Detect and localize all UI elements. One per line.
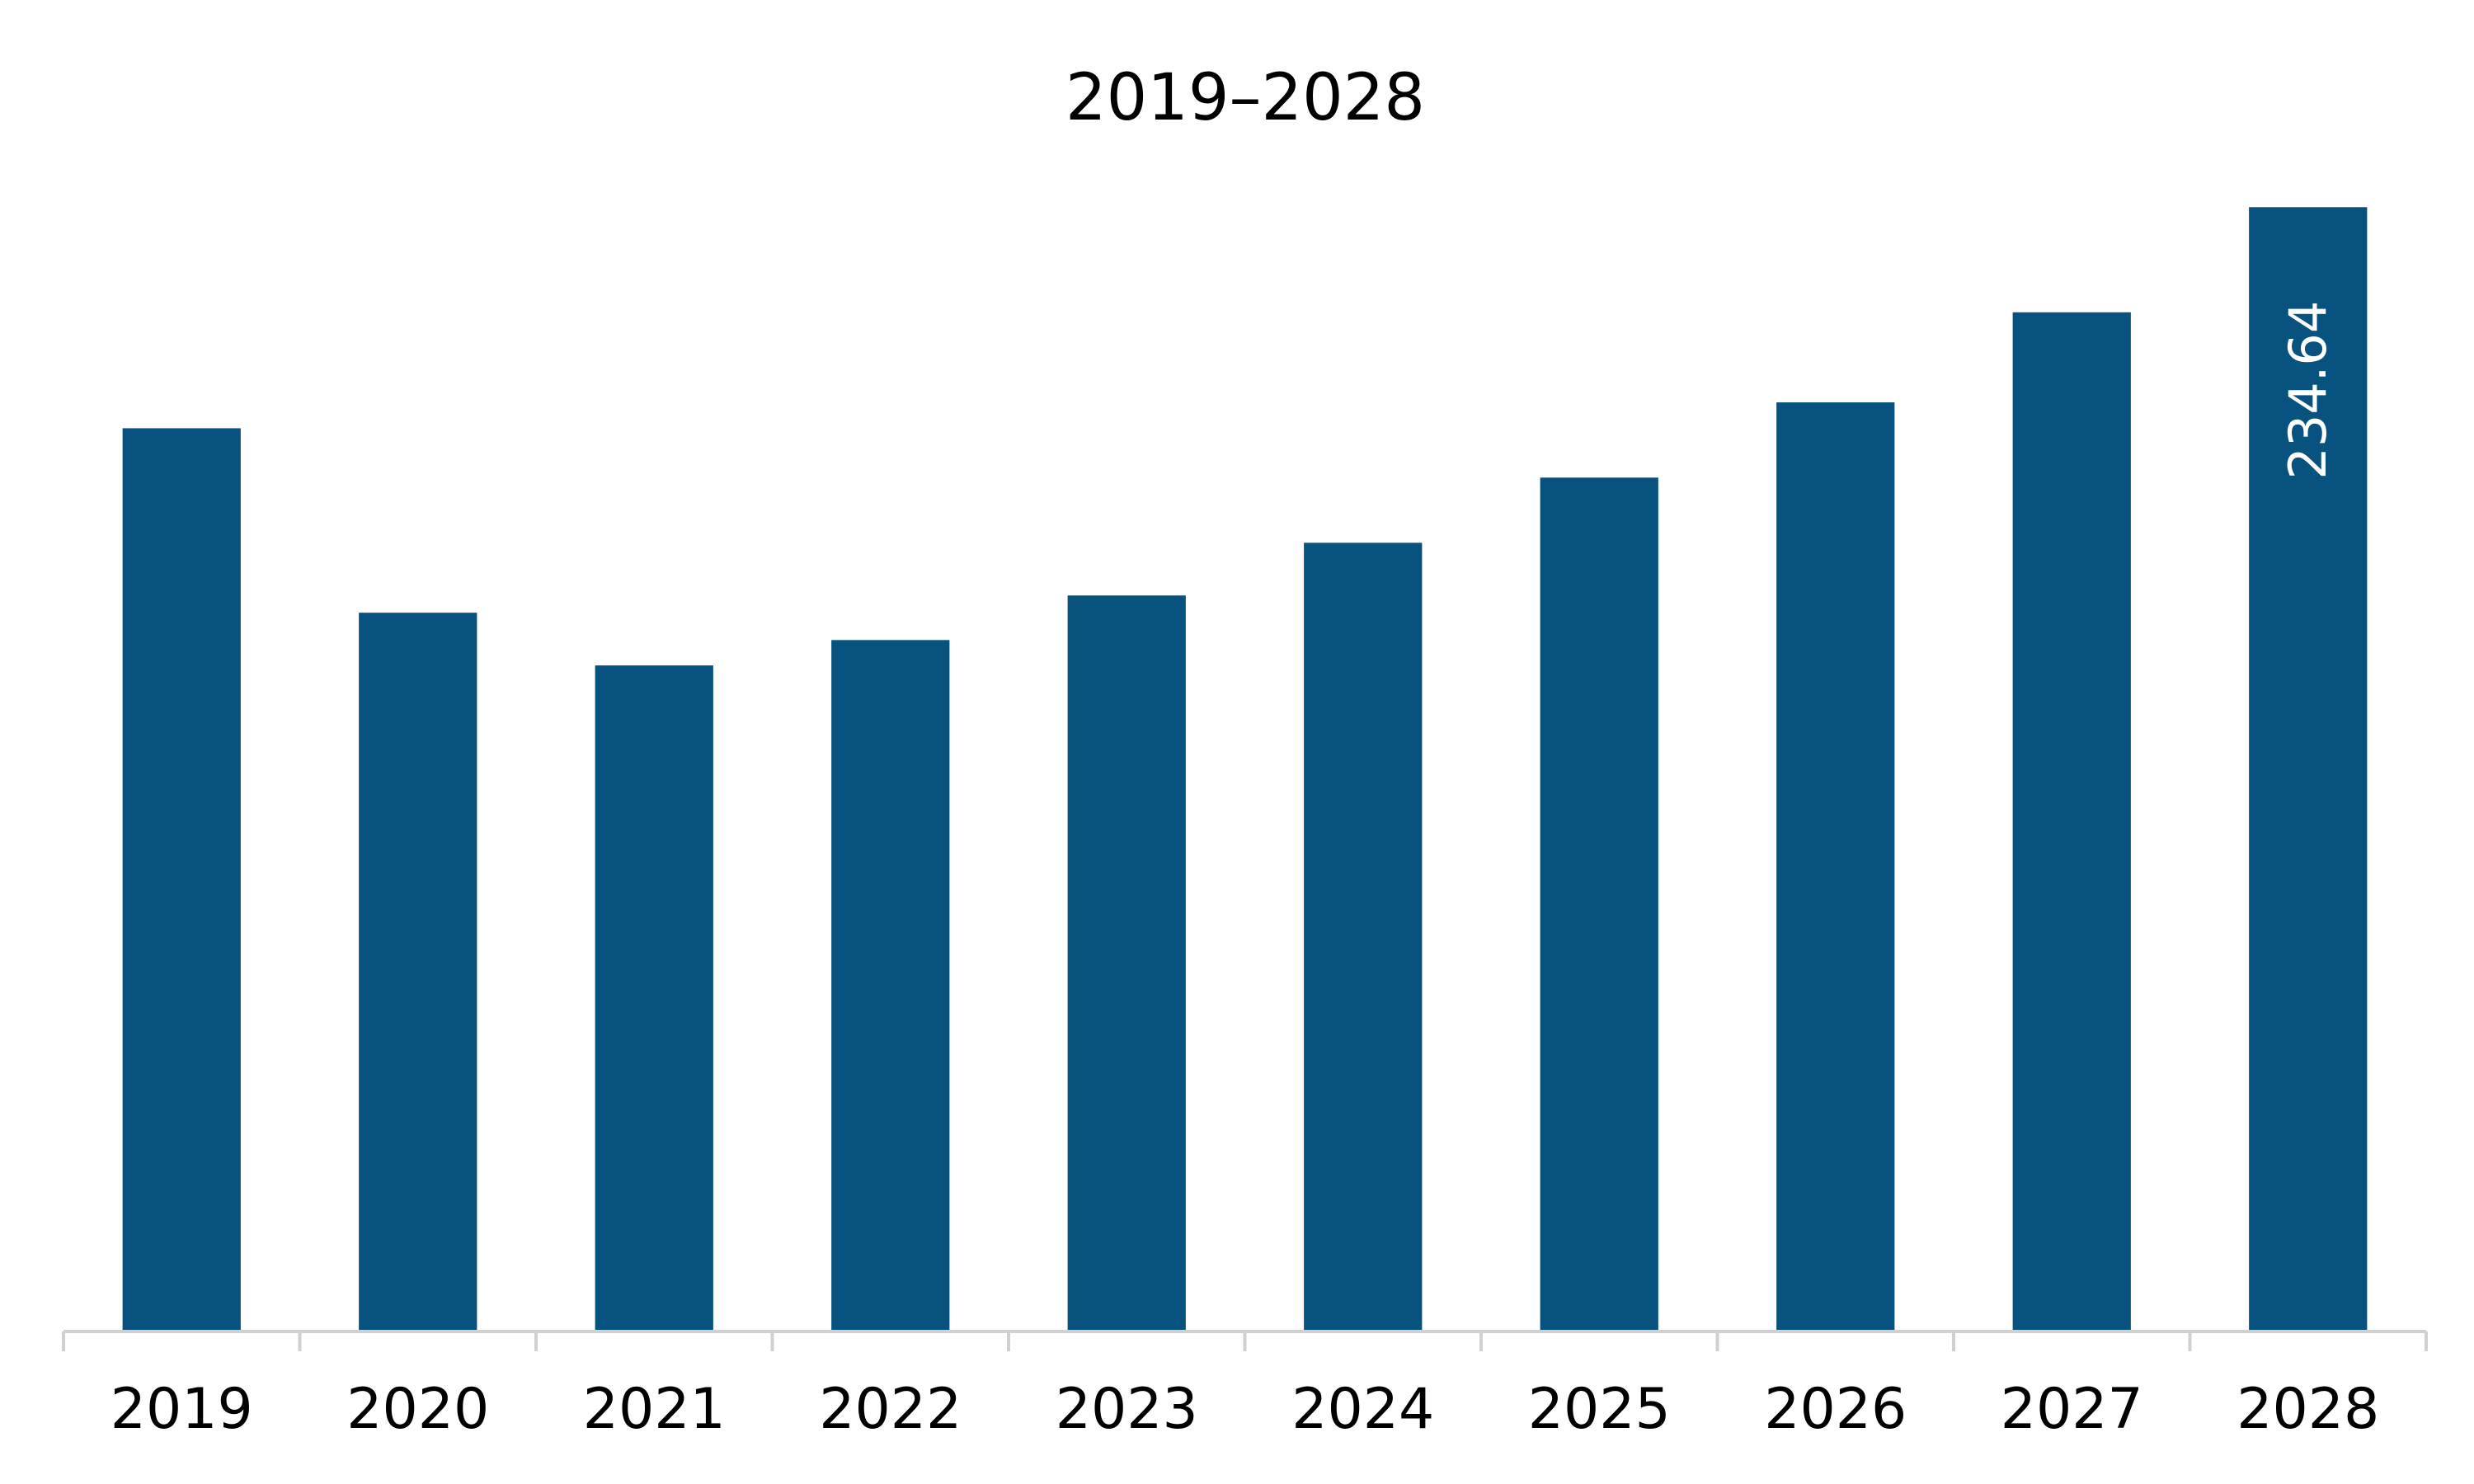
- x-tick-label-2024: 2024: [1291, 1377, 1434, 1442]
- bar-2023: [1067, 595, 1186, 1331]
- bar-2028: [2249, 207, 2368, 1331]
- x-tick-label-2026: 2026: [1764, 1377, 1907, 1442]
- data-labels: 234.64: [2278, 301, 2338, 480]
- x-axis: [62, 1330, 2428, 1351]
- chart-title: 2019–2028: [1065, 61, 1425, 135]
- x-tick-label-2021: 2021: [583, 1377, 726, 1442]
- x-tick-labels: 2019 2020 2021 2022 2023 2024 2025 2026 2027 2028: [111, 1377, 2380, 1442]
- data-label-2028: 234.64: [2278, 301, 2338, 480]
- bar-2024: [1304, 542, 1423, 1331]
- x-tick-label-2020: 2020: [346, 1377, 489, 1442]
- bar-2021: [595, 665, 713, 1331]
- bars-group: [122, 207, 2368, 1332]
- bar-2019: [122, 428, 241, 1331]
- bar-2025: [1540, 477, 1658, 1332]
- bar-2020: [359, 613, 477, 1331]
- x-tick-label-2025: 2025: [1528, 1377, 1671, 1442]
- x-tick-label-2028: 2028: [2236, 1377, 2379, 1442]
- x-tick-label-2027: 2027: [2001, 1377, 2143, 1442]
- bar-2022: [831, 640, 950, 1331]
- bar-2026: [1776, 402, 1895, 1331]
- x-tick-label-2022: 2022: [819, 1377, 962, 1442]
- x-tick-label-2019: 2019: [111, 1377, 253, 1442]
- x-tick-label-2023: 2023: [1056, 1377, 1198, 1442]
- bar-2027: [2012, 312, 2131, 1331]
